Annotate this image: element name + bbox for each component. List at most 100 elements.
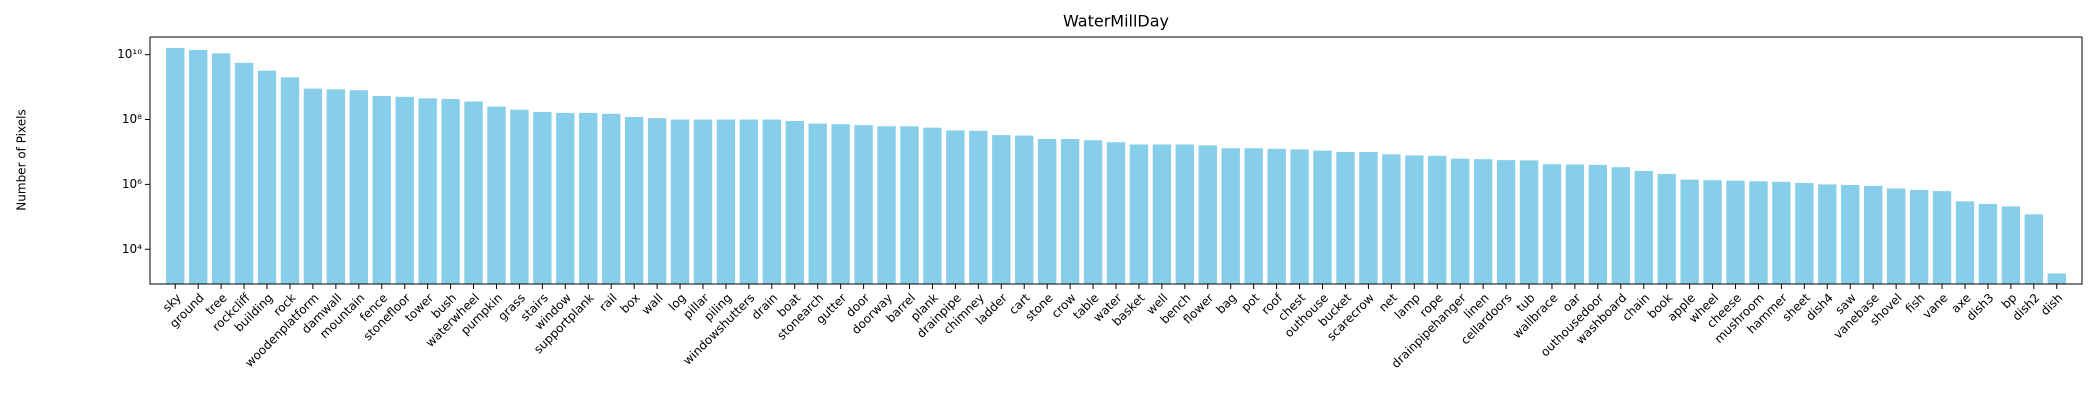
bar [372, 96, 391, 284]
bar [1496, 160, 1516, 284]
x-tick-label: bag [1213, 291, 1239, 317]
bar [2001, 206, 2021, 284]
bar [1152, 144, 1172, 284]
bar [1267, 148, 1286, 284]
bar [1106, 142, 1126, 284]
bar [510, 109, 529, 285]
bar [211, 53, 231, 285]
bar [1129, 144, 1149, 284]
bar [1703, 180, 1722, 284]
y-tick-label: 10⁶ [122, 177, 142, 191]
bar [1037, 139, 1057, 284]
bar [1932, 191, 1952, 284]
bar [1083, 140, 1103, 284]
bar [464, 101, 483, 285]
bar [1749, 181, 1768, 284]
bar [1451, 158, 1470, 284]
bar [1909, 189, 1929, 284]
bar [2024, 214, 2043, 284]
bar [257, 70, 277, 284]
bar [1060, 139, 1080, 284]
bar [1886, 188, 1906, 284]
bar [1244, 148, 1263, 284]
bar [946, 130, 965, 284]
bar [1473, 159, 1493, 284]
y-tick-label: 10⁴ [122, 242, 142, 256]
bar [1864, 185, 1883, 284]
bar [1336, 151, 1355, 284]
bar [900, 126, 919, 284]
x-tick-label: rail [596, 291, 619, 314]
bar [487, 106, 506, 284]
bar [533, 112, 552, 284]
bar [1726, 180, 1745, 284]
bar [762, 119, 781, 284]
y-tick-label: 10¹⁰ [117, 47, 142, 61]
bar [1198, 145, 1217, 284]
bar [395, 96, 414, 284]
bar [1382, 154, 1401, 284]
bar [1657, 173, 1676, 284]
bar [234, 62, 254, 284]
bar [1680, 179, 1699, 284]
bar [716, 119, 736, 284]
bar [1542, 164, 1562, 284]
bar [647, 118, 667, 284]
bar [1588, 164, 1608, 284]
bar [166, 48, 185, 285]
bar [1428, 155, 1447, 284]
bar [418, 98, 437, 284]
bar [992, 135, 1011, 284]
bar [1795, 183, 1814, 284]
bar [1359, 151, 1378, 284]
bar [556, 112, 575, 284]
chart-title: WaterMillDay [1063, 12, 1169, 31]
bar [1519, 160, 1539, 284]
bar [1015, 135, 1034, 284]
bar [303, 88, 323, 284]
bar [739, 119, 759, 284]
x-tick-label: pot [1238, 290, 1262, 314]
bar [624, 116, 644, 284]
bar [349, 90, 368, 284]
bar [877, 126, 896, 284]
bar [808, 123, 827, 285]
bar [1772, 181, 1791, 284]
bar [785, 121, 804, 284]
bar [670, 119, 690, 284]
x-tick-label: wall [639, 291, 666, 318]
bar [1841, 184, 1860, 284]
bar [579, 112, 598, 284]
bar [1565, 164, 1585, 284]
bar [1955, 201, 1975, 284]
bar [280, 77, 300, 284]
bar [923, 127, 942, 285]
bar [854, 125, 873, 284]
x-tick-label: drain [749, 291, 781, 323]
bar [1175, 144, 1195, 284]
bar [1313, 150, 1332, 284]
bar [441, 98, 460, 284]
bar [1221, 148, 1240, 284]
x-tick-label: dish [2038, 291, 2065, 318]
bar [602, 113, 621, 284]
bar [831, 124, 850, 285]
bar [693, 119, 713, 284]
y-axis-label: Number of Pixels [15, 109, 29, 210]
bar [1818, 184, 1837, 284]
bar [1611, 167, 1630, 284]
bar [189, 49, 208, 284]
x-tick-label: lamp [1392, 291, 1423, 322]
bar [969, 130, 988, 284]
bar [2047, 273, 2066, 284]
bar [1978, 203, 1998, 284]
bar [1634, 170, 1653, 284]
y-tick-label: 10⁸ [122, 112, 142, 126]
bar [1290, 149, 1309, 284]
x-tick-label: box [617, 291, 642, 316]
x-tick-label: vane [1920, 291, 1951, 322]
plot-frame [149, 36, 2083, 285]
bar [1405, 155, 1424, 284]
bar [326, 89, 346, 284]
